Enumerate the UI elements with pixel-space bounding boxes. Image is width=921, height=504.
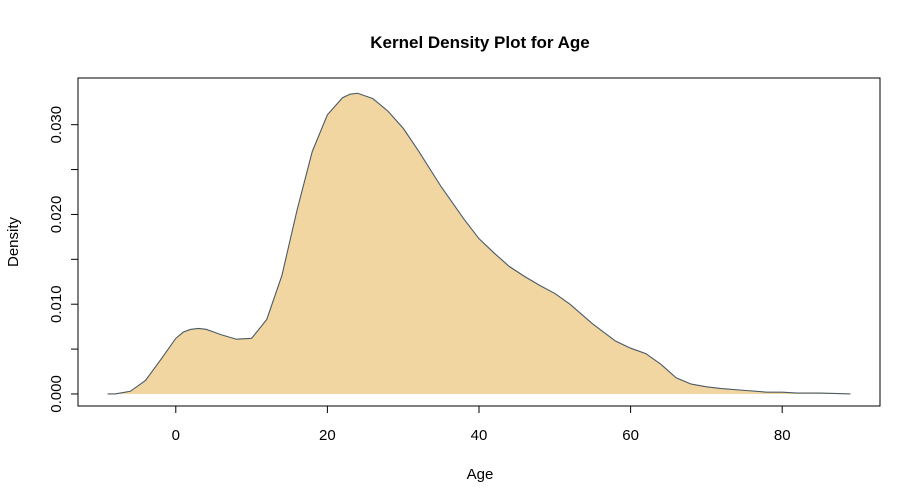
density-area (107, 93, 851, 394)
y-axis: 0.000 0.010 0.020 0.030 (48, 106, 79, 413)
x-tick-label: 80 (774, 427, 791, 444)
density-line (107, 92, 851, 395)
y-tick-label: 0.010 (48, 285, 65, 323)
y-axis-label: Density (5, 216, 22, 267)
y-tick-label: 0.000 (48, 375, 65, 413)
series-layer (107, 92, 851, 395)
x-tick-label: 20 (319, 427, 336, 444)
x-tick-label: 60 (622, 427, 639, 444)
y-tick-label: 0.020 (48, 196, 65, 234)
x-tick-label: 0 (172, 427, 180, 444)
y-tick-label: 0.030 (48, 106, 65, 144)
chart-title: Kernel Density Plot for Age (370, 33, 589, 52)
x-axis: 0 20 40 60 80 (172, 405, 791, 444)
x-tick-label: 40 (471, 427, 488, 444)
x-axis-label: Age (467, 466, 494, 483)
